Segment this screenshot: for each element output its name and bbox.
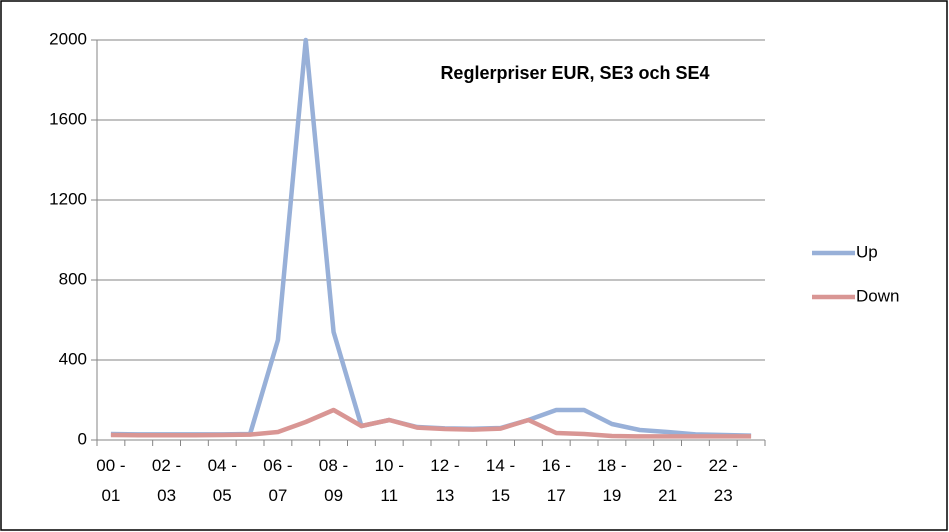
- x-tick-label-line: 05: [213, 486, 232, 505]
- x-tick-label-line: 22 -: [709, 456, 738, 475]
- x-tick-label: 12 - 13: [430, 456, 459, 505]
- x-tick-label: 04 - 05: [208, 456, 237, 505]
- x-tick-label-line: 13: [435, 486, 454, 505]
- legend-label: Up: [856, 242, 878, 261]
- x-tick-label-line: 12 -: [430, 456, 459, 475]
- x-tick-label-line: 23: [714, 486, 733, 505]
- x-tick-label-line: 20 -: [653, 456, 682, 475]
- x-tick-label-line: 11: [380, 486, 398, 505]
- x-tick-label: 08 - 09: [319, 456, 348, 505]
- x-tick-label: 22 - 23: [709, 456, 738, 505]
- x-tick-label-line: 14 -: [486, 456, 515, 475]
- x-tick-label-line: 06 -: [263, 456, 292, 475]
- x-tick-label: 10 - 11: [375, 456, 404, 505]
- x-tick-label-line: 08 -: [319, 456, 348, 475]
- x-tick-label: 00 - 01: [96, 456, 125, 505]
- y-tick-label: 2000: [49, 29, 87, 48]
- x-tick-label-line: 19: [602, 486, 621, 505]
- x-tick-label-line: 17: [547, 486, 566, 505]
- x-tick-label-line: 16 -: [542, 456, 571, 475]
- x-tick-label-line: 10 -: [375, 456, 404, 475]
- y-tick-label: 1600: [49, 109, 87, 128]
- legend-label: Down: [856, 286, 899, 305]
- x-tick-label: 16 - 17: [542, 456, 571, 505]
- x-tick-label: 02 - 03: [152, 456, 181, 505]
- x-tick-label-line: 15: [491, 486, 510, 505]
- x-tick-label-line: 03: [157, 486, 176, 505]
- x-tick-label: 20 - 21: [653, 456, 682, 505]
- x-tick-label: 14 - 15: [486, 456, 515, 505]
- x-tick-label-line: 18 -: [597, 456, 626, 475]
- x-tick-label-line: 02 -: [152, 456, 181, 475]
- x-tick-label-line: 01: [101, 486, 120, 505]
- x-tick-label-line: 07: [268, 486, 287, 505]
- y-tick-label: 400: [59, 349, 87, 368]
- x-tick-label-line: 04 -: [208, 456, 237, 475]
- x-tick-label-line: 00 -: [96, 456, 125, 475]
- y-tick-label: 0: [78, 429, 87, 448]
- series-line: [110, 407, 752, 439]
- x-tick-label: 18 - 19: [597, 456, 626, 505]
- x-tick-label-line: 21: [658, 486, 677, 505]
- x-tick-label: 06 - 07: [263, 456, 292, 505]
- x-tick-label-line: 09: [324, 486, 343, 505]
- y-tick-label: 1200: [49, 189, 87, 208]
- chart-title: Reglerpriser EUR, SE3 och SE4: [440, 63, 709, 83]
- y-tick-label: 800: [59, 269, 87, 288]
